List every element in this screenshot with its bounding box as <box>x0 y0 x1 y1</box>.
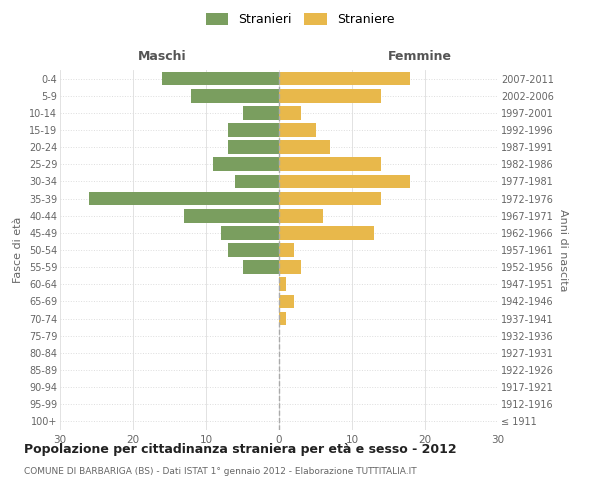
Bar <box>279 140 330 154</box>
Text: COMUNE DI BARBARIGA (BS) - Dati ISTAT 1° gennaio 2012 - Elaborazione TUTTITALIA.: COMUNE DI BARBARIGA (BS) - Dati ISTAT 1°… <box>24 468 416 476</box>
Bar <box>279 226 374 239</box>
Bar <box>279 123 316 137</box>
Bar <box>279 174 410 188</box>
Bar <box>279 209 323 222</box>
Text: Femmine: Femmine <box>388 50 452 62</box>
Bar <box>184 209 279 222</box>
Text: Popolazione per cittadinanza straniera per età e sesso - 2012: Popolazione per cittadinanza straniera p… <box>24 442 457 456</box>
Bar <box>279 294 293 308</box>
Bar <box>191 89 279 102</box>
Bar <box>228 243 279 257</box>
Y-axis label: Fasce di età: Fasce di età <box>13 217 23 283</box>
Bar <box>279 192 381 205</box>
Bar <box>279 312 286 326</box>
Bar <box>279 260 301 274</box>
Bar <box>221 226 279 239</box>
Text: Maschi: Maschi <box>137 50 187 62</box>
Bar <box>279 243 293 257</box>
Bar <box>89 192 279 205</box>
Bar <box>162 72 279 86</box>
Bar <box>235 174 279 188</box>
Bar <box>242 260 279 274</box>
Bar <box>279 158 381 171</box>
Bar <box>228 140 279 154</box>
Bar <box>228 123 279 137</box>
Y-axis label: Anni di nascita: Anni di nascita <box>557 209 568 291</box>
Bar <box>279 89 381 102</box>
Bar <box>279 72 410 86</box>
Bar <box>214 158 279 171</box>
Bar <box>279 278 286 291</box>
Bar <box>242 106 279 120</box>
Legend: Stranieri, Straniere: Stranieri, Straniere <box>202 8 398 30</box>
Bar <box>279 106 301 120</box>
